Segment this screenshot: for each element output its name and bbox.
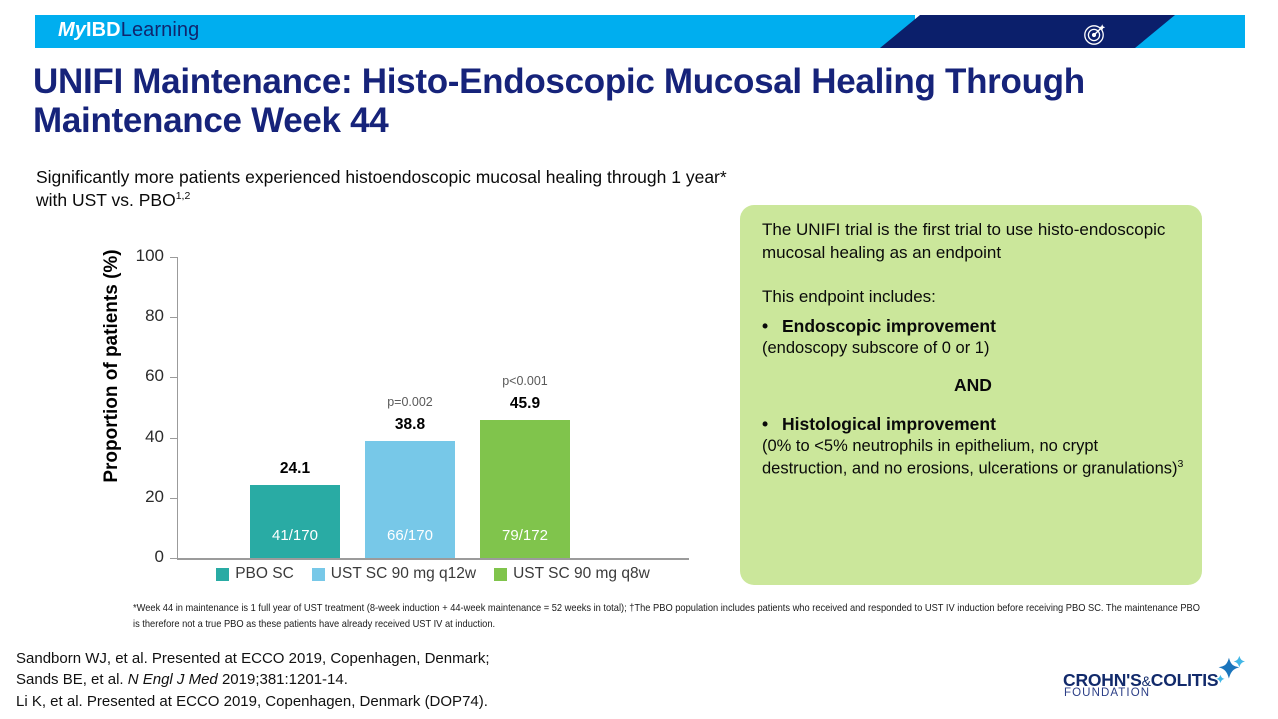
bar-value-label: 45.9	[509, 394, 541, 412]
reference-line-2-post: 2019;381:1201-14.	[217, 671, 348, 689]
bar-rect	[365, 441, 455, 558]
y-tick-mark	[170, 317, 177, 319]
page-subtitle: Significantly more patients experienced …	[36, 166, 736, 213]
y-tick-mark	[170, 558, 177, 559]
bar-fraction-label: 79/172	[502, 527, 548, 544]
callout-bullet-2-sub-text: (0% to <5% neutrophils in epithelium, no…	[762, 437, 1178, 477]
bar: 24.1 41/170	[250, 245, 340, 558]
legend-item: UST SC 90 mg q12w	[311, 565, 477, 583]
x-axis-line	[177, 558, 689, 560]
chart-legend: PBO SC UST SC 90 mg q12w UST SC 90 mg q8w	[177, 565, 689, 583]
bar-fraction-label: 66/170	[387, 527, 433, 544]
callout-bullet-2-label: Histological improvement	[782, 413, 996, 434]
callout-bullet-1: • Endoscopic improvement	[762, 315, 1184, 338]
y-tick-mark	[170, 437, 177, 439]
bar-pvalue-label: p=0.002	[387, 395, 433, 410]
callout-bullet-2: • Histological improvement	[762, 413, 1184, 436]
legend-label: UST SC 90 mg q8w	[513, 565, 650, 582]
callout-bullet-2-superscript: 3	[1177, 457, 1184, 470]
legend-label: PBO SC	[235, 565, 294, 582]
reference-line-2: Sands BE, et al. N Engl J Med 2019;381:1…	[16, 669, 636, 690]
callout-bullet-1-sub: (endoscopy subscore of 0 or 1)	[762, 339, 990, 358]
legend-item: PBO SC	[216, 565, 294, 583]
y-tick-label: 20	[145, 486, 164, 506]
y-tick-label: 100	[135, 246, 164, 265]
callout-intro: The UNIFI trial is the first trial to us…	[762, 220, 1166, 262]
y-tick-mark	[170, 377, 177, 379]
reference-journal-name: N Engl J Med	[127, 671, 218, 689]
y-tick-mark	[170, 257, 177, 258]
foundation-logo-ampersand: &	[1141, 673, 1151, 689]
brand-logo-ibd: IBD	[85, 19, 121, 41]
y-tick-label: 0	[154, 547, 164, 566]
bar-rect	[480, 419, 570, 558]
bar: 45.9 p<0.001 79/172	[480, 245, 570, 558]
header-cyan-left-shape	[35, 15, 915, 48]
page-title: UNIFI Maintenance: Histo-Endoscopic Muco…	[33, 62, 1085, 141]
y-tick-mark	[170, 497, 177, 499]
callout-spacer-1	[762, 270, 1184, 286]
reference-line-1: Sandborn WJ, et al. Presented at ECCO 20…	[16, 650, 490, 667]
footnote: *Week 44 in maintenance is 1 full year o…	[133, 602, 1200, 630]
bar-value-label: 38.8	[394, 416, 426, 434]
foundation-logo-subtitle: FOUNDATION	[1064, 687, 1151, 699]
bullet-dot-icon: •	[762, 315, 769, 336]
callout-includes-label: This endpoint includes:	[762, 287, 936, 307]
bar-fraction-label: 41/170	[272, 527, 318, 544]
target-icon	[1084, 24, 1106, 45]
bar-chart: Proportion of patients (%) 0 20 40 60 80 100 …	[40, 245, 710, 582]
foundation-logo: CROHN'S&COLITIS FOUNDATION	[1063, 655, 1263, 704]
foundation-logo-colitis: COLITIS	[1150, 670, 1219, 690]
callout-bullet-2-sub: (0% to <5% neutrophils in epithelium, no…	[762, 436, 1184, 479]
sparkle-starburst-icon	[1216, 655, 1245, 684]
header-band: MyIBDLearning	[35, 15, 1245, 48]
brand-logo: MyIBDLearning	[58, 19, 199, 42]
brand-logo-my: My	[58, 19, 86, 41]
reference-line-3: Li K, et al. Presented at ECCO 2019, Cop…	[16, 692, 488, 710]
bar-value-label: 24.1	[279, 460, 311, 478]
y-tick-label: 60	[145, 366, 164, 386]
y-axis-line	[177, 257, 178, 558]
callout-box: The UNIFI trial is the first trial to us…	[740, 205, 1202, 585]
reference-line-2-pre: Sands BE, et al.	[16, 671, 128, 689]
bar: 38.8 p=0.002 66/170	[365, 245, 455, 558]
legend-swatch	[311, 567, 325, 581]
y-tick-label: 40	[145, 426, 164, 446]
foundation-logo-crohns: CROHN'S	[1063, 670, 1142, 690]
references: Sandborn WJ, et al. Presented at ECCO 20…	[16, 648, 636, 712]
bullet-dot-icon: •	[762, 413, 769, 434]
y-tick-label: 80	[145, 306, 164, 326]
legend-swatch	[216, 567, 230, 581]
bar-pvalue-label: p<0.001	[502, 373, 548, 388]
legend-swatch	[494, 567, 508, 581]
legend-label: UST SC 90 mg q12w	[330, 565, 477, 582]
page-subtitle-text: Significantly more patients experienced …	[36, 167, 727, 211]
bar-rect	[250, 485, 340, 558]
foundation-logo-name: CROHN'S&COLITIS	[1063, 670, 1219, 691]
callout-bullet-1-label: Endoscopic improvement	[782, 315, 996, 336]
brand-logo-learning: Learning	[120, 19, 200, 41]
callout-and-label: AND	[954, 374, 992, 395]
legend-item: UST SC 90 mg q8w	[494, 565, 650, 583]
page-subtitle-superscript: 1,2	[175, 190, 191, 203]
